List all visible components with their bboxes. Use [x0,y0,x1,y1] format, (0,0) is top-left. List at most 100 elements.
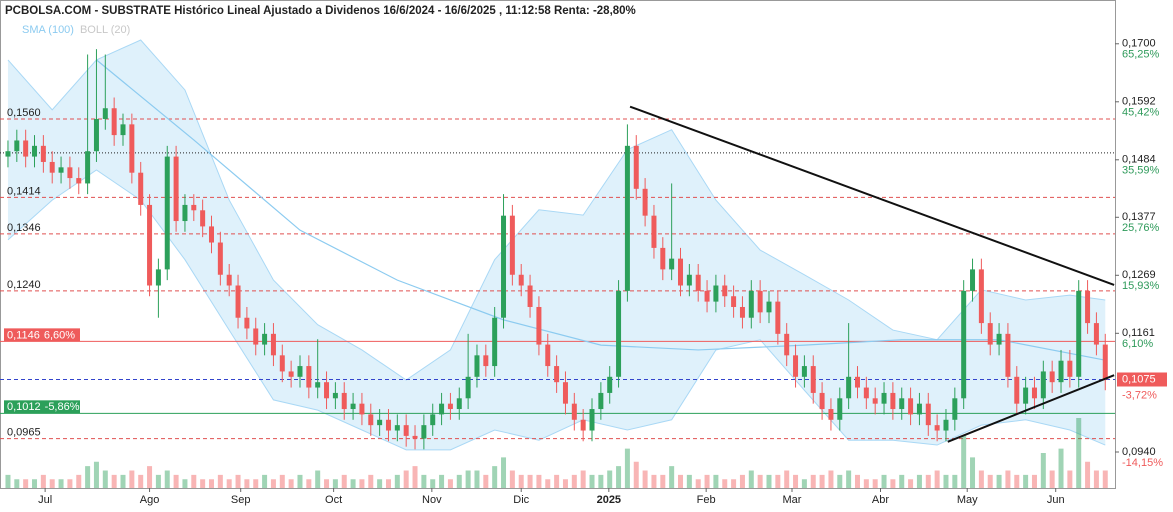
candle-body [854,376,860,388]
x-tick-label: Mar [783,494,802,506]
volume-bar [235,474,241,488]
volume-bar [704,474,710,488]
volume-bar [961,435,967,488]
volume-bar [854,474,860,488]
candle-body [722,285,728,297]
volume-bar [518,474,524,488]
volume-bar [580,470,586,488]
candle-body [713,285,719,302]
volume-bar [332,479,338,488]
volume-bar [952,474,958,488]
candle-body [5,151,11,157]
candle-body [589,409,595,431]
volume-bar [430,479,436,488]
candle-body [1093,323,1099,345]
volume-bar [483,474,489,488]
volume-bar [270,479,276,488]
candle-body [810,366,816,393]
y-tick-percent: 6,10% [1122,338,1153,350]
volume-bar [589,474,595,488]
y-tick-label: 0,1700 [1122,38,1156,50]
x-tick-label: Sep [231,494,251,506]
candle-body [439,403,445,415]
volume-bar [562,479,568,488]
candle-body [1067,360,1073,377]
y-tick-label: 0,0940 [1122,446,1156,458]
trendline [947,374,1115,443]
boll-line [7,169,1106,451]
volume-bar [978,470,984,488]
candle-body [430,414,436,426]
candle-body [208,226,214,243]
candle-body [899,398,905,410]
last-price-label: 0,1075 [1122,373,1156,385]
x-tick-label: Dic [513,494,529,506]
volume-bar [120,474,126,488]
volume-bar [996,474,1002,488]
volume-bar [598,474,604,488]
candle-body [1058,360,1064,383]
candle-body [890,392,896,410]
candle-body [748,290,754,318]
candle-body [739,306,745,318]
volume-bar [863,479,869,488]
candle-body [40,145,46,162]
volume-bar [828,470,834,488]
candle-body [766,301,772,313]
candle-body [465,376,471,399]
volume-bar [253,479,259,488]
y-tick-percent: -14,15% [1122,457,1163,469]
volume-bar [1049,470,1055,488]
volume-bar [58,479,64,488]
candle-body [598,392,604,410]
candle-body [509,215,515,275]
candle-body [262,333,268,345]
candle-body [120,124,126,136]
volume-bar [660,474,666,488]
candle-body [492,317,498,367]
trendline [629,105,1115,286]
volume-bar [85,466,91,488]
candle-body [1040,371,1046,399]
volume-bar [173,474,179,488]
sma-line [96,59,1106,361]
y-tick-label: 0,1592 [1122,96,1156,108]
volume-bar [147,466,153,488]
candle-body [943,419,949,431]
volume-bar [456,474,462,488]
volume-bar [14,479,20,488]
candle-body [129,124,135,173]
volume-bar [1040,453,1046,488]
candle-body [288,371,294,377]
candle-body [226,274,232,286]
candle-body [182,204,188,222]
candle-body [253,328,259,345]
volume-bar [731,479,737,488]
volume-bar [846,470,852,488]
level-percent: 6,60% [44,329,75,341]
x-tick-label: Oct [325,494,342,506]
candle-body [138,172,144,205]
volume-bar [1058,448,1064,488]
volume-bar [394,474,400,488]
volume-bar [359,479,365,488]
candle-body [660,247,666,270]
volume-bar [695,479,701,488]
volume-bar [385,479,391,488]
level-label-box [4,328,80,342]
volume-bar [527,474,533,488]
x-tick-label: Feb [697,494,716,506]
candle-body [447,403,453,410]
candle-body [377,419,383,426]
candle-body [341,392,347,410]
candle-body [669,258,675,270]
volume-bar [916,474,922,488]
x-tick-label: Nov [422,494,442,506]
last-price-box [1117,372,1167,387]
x-tick-label: Jun [1047,494,1065,506]
volume-bar [1014,474,1020,488]
candle-body [881,392,887,404]
candle-body [695,274,701,291]
candle-body [191,204,197,211]
level-label: 0,1560 [7,107,41,119]
